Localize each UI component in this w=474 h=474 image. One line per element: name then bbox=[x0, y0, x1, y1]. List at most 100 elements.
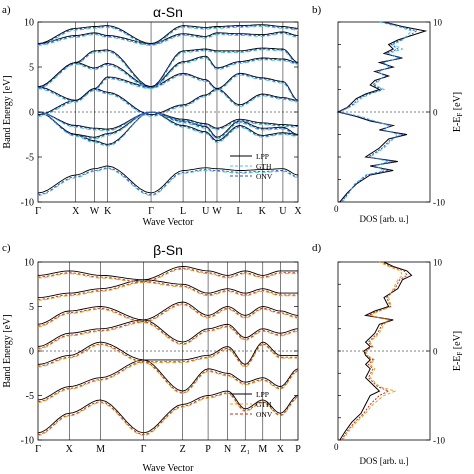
panel-b: b) -10 0 10 0 DOS [arb. u.] E-EF [eV] bbox=[312, 4, 464, 224]
band-line-onv bbox=[37, 48, 299, 89]
band-line-gth bbox=[37, 393, 299, 437]
ylabel-c: Band Energy [eV] bbox=[2, 314, 13, 387]
kpoint-label: U bbox=[279, 206, 287, 217]
band-line-onv bbox=[37, 25, 299, 45]
band-line-gth bbox=[37, 304, 299, 328]
y-tick-label: -5 bbox=[26, 153, 34, 164]
band-line-lpp bbox=[37, 111, 298, 130]
dos-curve-gth bbox=[338, 21, 413, 203]
dos-curve-onv bbox=[341, 261, 408, 441]
x-tick-label: 0 bbox=[334, 442, 339, 452]
band-line-lpp bbox=[37, 47, 299, 88]
band-line-lpp bbox=[37, 165, 299, 194]
ylabel-d: E-EF [eV] bbox=[452, 331, 464, 371]
band-line-lpp bbox=[37, 24, 299, 45]
kpoint-label: Γ bbox=[148, 206, 154, 217]
kpoint-label: X bbox=[294, 206, 302, 217]
y-tick-label: 10 bbox=[24, 18, 34, 29]
y-tick-label: 10 bbox=[433, 18, 443, 28]
xlabel-a: Wave Vector bbox=[143, 217, 195, 228]
y-tick-label: 5 bbox=[29, 302, 34, 313]
kpoint-label: L bbox=[180, 206, 186, 217]
band-line-onv bbox=[37, 392, 299, 436]
kpoint-label: P bbox=[205, 444, 211, 455]
band-line-onv bbox=[37, 56, 299, 89]
band-line-gth bbox=[37, 168, 299, 197]
kpoint-label: X bbox=[72, 206, 80, 217]
kpoint-label: M bbox=[258, 444, 267, 455]
xlabel-b: DOS [arb. u.] bbox=[360, 214, 409, 224]
band-line-onv bbox=[37, 361, 299, 403]
band-line-onv bbox=[37, 343, 298, 367]
kpoint-label: Z bbox=[180, 444, 186, 455]
ylabel-b: E-EF [eV] bbox=[452, 92, 464, 132]
band-line-gth bbox=[37, 26, 299, 46]
kpoint-label: U bbox=[202, 206, 210, 217]
dos-curve-onv bbox=[337, 21, 418, 203]
band-line-lpp bbox=[37, 359, 299, 401]
panel-label-d: d) bbox=[312, 242, 322, 254]
band-line-gth bbox=[37, 57, 299, 90]
band-line-lpp bbox=[37, 72, 299, 101]
dos-curve-lpp bbox=[336, 21, 428, 203]
legend-label-gth: GTH bbox=[256, 162, 272, 171]
legend-label-onv: ONV bbox=[256, 410, 273, 419]
dos-curve-gth bbox=[342, 261, 403, 441]
band-line-gth bbox=[37, 74, 299, 103]
band-line-onv bbox=[37, 111, 298, 131]
y-tick-label: 5 bbox=[29, 63, 34, 74]
y-tick-label: -5 bbox=[26, 391, 34, 402]
kpoint-label: X bbox=[277, 444, 285, 455]
kpoint-label: X bbox=[66, 444, 74, 455]
band-line-onv bbox=[37, 89, 299, 117]
y-tick-label: -10 bbox=[21, 198, 34, 209]
kpoint-label: Γ bbox=[141, 444, 147, 455]
kpoint-label: Γ bbox=[35, 206, 41, 217]
band-line-onv bbox=[37, 111, 299, 139]
kpoint-label: L bbox=[237, 206, 243, 217]
y-tick-label: -10 bbox=[433, 436, 445, 446]
band-line-lpp bbox=[37, 279, 298, 299]
dos-curve-lpp bbox=[339, 261, 413, 441]
kpoint-label: Z₁ bbox=[240, 444, 250, 455]
band-line-lpp bbox=[37, 266, 298, 281]
band-line-gth bbox=[37, 281, 298, 301]
band-line-onv bbox=[37, 32, 299, 45]
band-line-onv bbox=[37, 111, 299, 146]
ylabel-b-unit: [eV] bbox=[452, 92, 463, 113]
band-line-gth bbox=[37, 268, 298, 284]
band-line-lpp bbox=[37, 31, 299, 45]
kpoint-label: W bbox=[90, 206, 100, 217]
kpoint-label: K bbox=[104, 206, 112, 217]
kpoint-label: K bbox=[259, 206, 267, 217]
legend-label-lpp: LPP bbox=[256, 152, 269, 161]
ylabel-b-main: E-E bbox=[452, 117, 463, 133]
y-tick-label: 0 bbox=[433, 108, 438, 118]
band-line-gth bbox=[37, 111, 298, 132]
panel-label-b: b) bbox=[312, 4, 322, 16]
legend-label-gth: GTH bbox=[256, 400, 272, 409]
band-line-gth bbox=[37, 33, 299, 46]
kpoint-label: Γ bbox=[35, 444, 41, 455]
band-line-gth bbox=[37, 49, 299, 90]
band-line-onv bbox=[37, 73, 299, 102]
band-line-onv bbox=[37, 281, 298, 300]
band-line-lpp bbox=[37, 341, 298, 365]
y-tick-label: -10 bbox=[21, 436, 34, 447]
xlabel-c: Wave Vector bbox=[143, 463, 195, 474]
panel-title-a: α-Sn bbox=[153, 4, 183, 20]
band-line-lpp bbox=[37, 111, 299, 145]
kpoint-label: P bbox=[295, 444, 301, 455]
panel-label-a: a) bbox=[2, 4, 11, 16]
ylabel-d-sub: F bbox=[456, 352, 464, 356]
band-line-gth bbox=[37, 321, 299, 350]
band-line-gth bbox=[37, 111, 299, 140]
ylabel-a: Band Energy [eV] bbox=[2, 75, 13, 148]
ylabel-b-sub: F bbox=[456, 113, 464, 117]
band-line-gth bbox=[37, 111, 299, 147]
x-tick-label: 0 bbox=[334, 204, 339, 214]
